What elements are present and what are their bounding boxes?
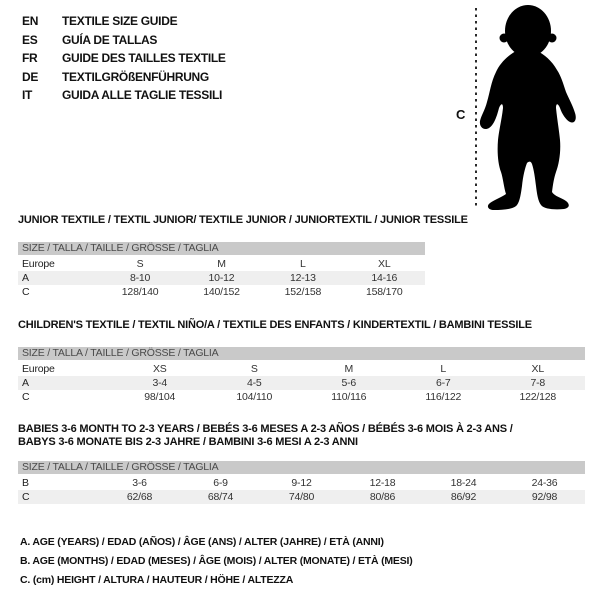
cell: 12-13 — [289, 272, 316, 284]
lang-code: DE — [22, 69, 39, 84]
table-row-height: C 62/68 68/74 74/80 80/86 86/92 92/98 — [18, 490, 585, 504]
legend-line-c: C. (cm) HEIGHT / ALTURA / HAUTEUR / HÖHE… — [20, 574, 294, 586]
cell: 24-36 — [531, 477, 558, 489]
cell: 110/116 — [331, 391, 367, 403]
size-header-bar: SIZE / TALLA / TAILLE / GRÖSSE / TAGLIA — [18, 461, 585, 476]
cell: 5-6 — [341, 377, 357, 389]
lang-row-fr: FR GUIDE DES TAILLES TEXTILE — [22, 49, 226, 68]
lang-label: GUIDA ALLE TAGLIE TESSILI — [62, 88, 223, 102]
children-section-title: CHILDREN'S TEXTILE / TEXTIL NIÑO/A / TEX… — [18, 319, 532, 331]
lang-row-es: ES GUÍA DE TALLAS — [22, 31, 226, 50]
lang-code: IT — [22, 88, 33, 102]
cell: 12-18 — [369, 477, 396, 489]
row-label: Europe — [22, 363, 55, 375]
babies-title-line2: BABYS 3-6 MONATE BIS 2-3 JAHRE / BAMBINI… — [18, 436, 358, 448]
cell: 68/74 — [207, 491, 234, 503]
cell: 6-7 — [435, 377, 451, 389]
row-label: B — [22, 477, 29, 489]
lang-row-de: DE TEXTILGRÖßENFÜHRUNG — [22, 68, 226, 87]
cell: S — [136, 258, 144, 270]
junior-size-table: SIZE / TALLA / TAILLE / GRÖSSE / TAGLIA … — [18, 242, 425, 299]
babies-title-line1: BABIES 3-6 MONTH TO 2-3 YEARS / BEBÉS 3-… — [18, 423, 513, 435]
cell: XL — [531, 363, 545, 375]
cell: 18-24 — [450, 477, 477, 489]
cell: 122/128 — [519, 391, 557, 403]
cell: 158/170 — [366, 286, 403, 298]
table-row-age: A 8-10 10-12 12-13 14-16 — [18, 271, 425, 285]
cell: 80/86 — [369, 491, 396, 503]
junior-section-title: JUNIOR TEXTILE / TEXTIL JUNIOR/ TEXTILE … — [18, 214, 468, 226]
cell: 7-8 — [530, 377, 546, 389]
babies-section: BABIES 3-6 MONTH TO 2-3 YEARS / BEBÉS 3-… — [18, 423, 585, 504]
cell: 92/98 — [531, 491, 558, 503]
cell: 14-16 — [371, 272, 398, 284]
cell: L — [300, 258, 306, 270]
cell: 10-12 — [208, 272, 235, 284]
lang-label: TEXTILGRÖßENFÜHRUNG — [62, 69, 209, 84]
table-row-height: C 128/140 140/152 152/158 158/170 — [18, 285, 425, 299]
lang-row-en: EN TEXTILE SIZE GUIDE — [22, 12, 226, 31]
babies-size-table: SIZE / TALLA / TAILLE / GRÖSSE / TAGLIA … — [18, 461, 585, 504]
row-label: A — [22, 377, 29, 389]
lang-label: TEXTILE SIZE GUIDE — [62, 14, 178, 28]
baby-figure: C — [440, 0, 600, 220]
lang-code: ES — [22, 32, 38, 47]
cell: 6-9 — [213, 477, 228, 489]
cell: 116/122 — [425, 391, 462, 403]
cell: S — [250, 363, 258, 375]
cell: 3-6 — [132, 477, 147, 489]
table-row-age-months: B 3-6 6-9 9-12 12-18 18-24 24-36 — [18, 475, 585, 490]
lang-row-it: IT GUIDA ALLE TAGLIE TESSILI — [22, 86, 226, 105]
row-label: C — [22, 491, 30, 503]
lang-label: GUIDE DES TAILLES TEXTILE — [62, 51, 226, 65]
size-header-bar: SIZE / TALLA / TAILLE / GRÖSSE / TAGLIA — [18, 242, 425, 257]
cell: L — [440, 363, 447, 375]
cell: 128/140 — [121, 286, 159, 298]
babies-section-title: BABIES 3-6 MONTH TO 2-3 YEARS / BEBÉS 3-… — [18, 423, 585, 449]
cell: XL — [378, 258, 391, 270]
cell: 104/110 — [236, 391, 273, 403]
legend: A. AGE (YEARS) / EDAD (AÑOS) / ÂGE (ANS)… — [20, 533, 413, 590]
cell: 152/158 — [284, 286, 322, 298]
table-row-europe: Europe S M L XL — [18, 256, 425, 271]
cell: 98/104 — [144, 391, 176, 403]
cell: 9-12 — [291, 477, 312, 489]
table-row-height: C 98/104 104/110 110/116 116/122 122/128 — [18, 390, 585, 404]
junior-section: JUNIOR TEXTILE / TEXTIL JUNIOR/ TEXTILE … — [18, 214, 468, 299]
row-label: Europe — [22, 258, 55, 270]
table-row-age: A 3-4 4-5 5-6 6-7 7-8 — [18, 376, 585, 390]
table-row-europe: Europe XS S M L XL — [18, 361, 585, 376]
size-header-bar: SIZE / TALLA / TAILLE / GRÖSSE / TAGLIA — [18, 347, 585, 362]
cell: 3-4 — [152, 377, 168, 389]
children-size-table: SIZE / TALLA / TAILLE / GRÖSSE / TAGLIA … — [18, 347, 585, 404]
language-list: EN TEXTILE SIZE GUIDE ES GUÍA DE TALLAS … — [22, 12, 226, 105]
baby-silhouette — [479, 5, 576, 210]
cell: 74/80 — [288, 491, 315, 503]
row-label: A — [22, 272, 29, 284]
cell: 8-10 — [129, 272, 151, 284]
lang-label: GUÍA DE TALLAS — [62, 32, 158, 47]
cell: XS — [152, 363, 167, 375]
legend-line-a: A. AGE (YEARS) / EDAD (AÑOS) / ÂGE (ANS)… — [20, 536, 384, 548]
lang-code: FR — [22, 51, 38, 65]
row-label: C — [22, 286, 30, 298]
cell: 86/92 — [450, 491, 477, 503]
height-label: C — [456, 107, 466, 122]
cell: 140/152 — [203, 286, 240, 298]
row-label: C — [22, 391, 30, 403]
cell: 62/68 — [126, 491, 153, 503]
cell: M — [217, 258, 226, 270]
children-section: CHILDREN'S TEXTILE / TEXTIL NIÑO/A / TEX… — [18, 319, 585, 404]
lang-code: EN — [22, 14, 39, 28]
cell: 4-5 — [246, 377, 262, 389]
cell: M — [344, 363, 354, 375]
legend-line-b: B. AGE (MONTHS) / EDAD (MESES) / ÂGE (MO… — [20, 555, 413, 567]
